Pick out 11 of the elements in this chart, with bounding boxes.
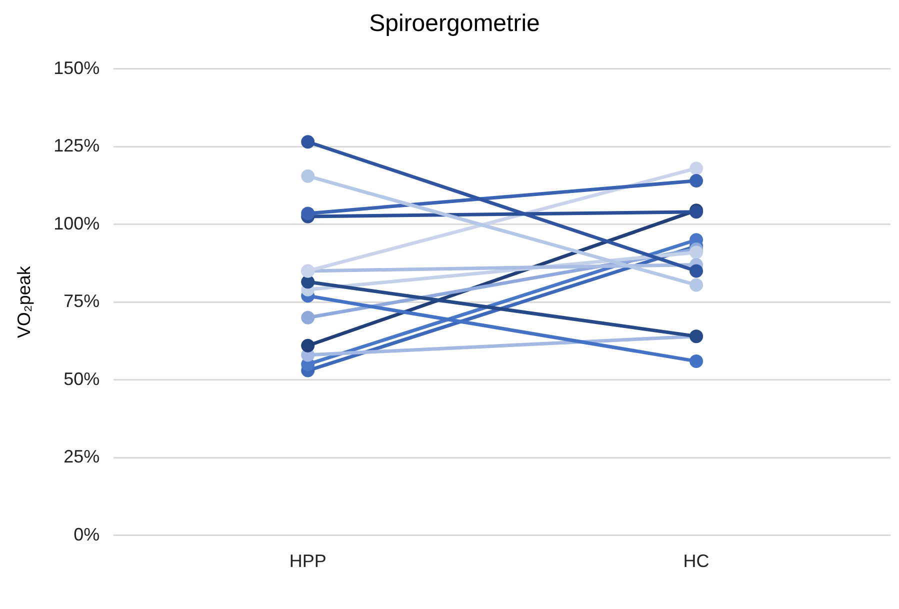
y-tick-label: 50% <box>64 368 100 389</box>
y-tick-label: 150% <box>54 58 100 78</box>
y-axis-title: VO₂peak <box>14 265 34 338</box>
y-tick-label: 100% <box>54 213 100 234</box>
y-tick-label: 25% <box>64 446 100 467</box>
y-tick-label: 125% <box>54 136 100 156</box>
y-tick-label: 0% <box>74 524 100 544</box>
x-tick-label: HPP <box>289 551 326 572</box>
chart-title: Spiroergometrie <box>369 10 540 38</box>
x-tick-label: HC <box>683 551 710 572</box>
y-tick-label: 75% <box>64 291 100 312</box>
